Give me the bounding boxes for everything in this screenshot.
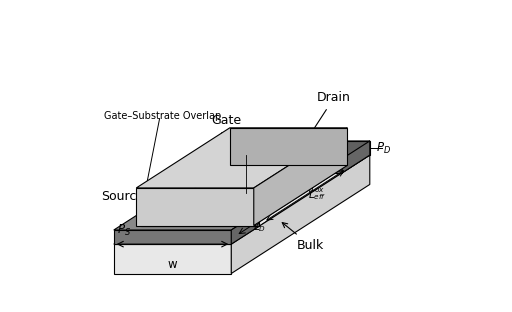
Text: $P_S$: $P_S$ — [117, 223, 131, 238]
Polygon shape — [136, 188, 254, 226]
Text: $t_{ox}$: $t_{ox}$ — [310, 181, 325, 195]
Polygon shape — [231, 212, 259, 244]
Text: Drain: Drain — [305, 91, 351, 143]
Polygon shape — [141, 212, 259, 226]
Text: Bulk: Bulk — [282, 222, 324, 251]
Text: w: w — [168, 258, 177, 271]
Polygon shape — [342, 141, 370, 173]
Polygon shape — [114, 244, 231, 274]
Polygon shape — [114, 155, 370, 244]
Polygon shape — [230, 128, 347, 165]
Polygon shape — [254, 128, 347, 226]
Polygon shape — [252, 141, 370, 155]
Text: $P_D$: $P_D$ — [376, 140, 391, 156]
Polygon shape — [114, 212, 259, 230]
Text: Gate–Substrate Overlap: Gate–Substrate Overlap — [104, 111, 222, 121]
Polygon shape — [225, 159, 342, 173]
Text: $L_D$: $L_D$ — [253, 220, 266, 234]
Polygon shape — [141, 169, 342, 222]
Text: Source: Source — [101, 190, 159, 219]
Polygon shape — [225, 141, 370, 159]
Text: Gate: Gate — [211, 114, 241, 154]
Polygon shape — [342, 141, 370, 173]
Polygon shape — [114, 230, 231, 244]
Text: $L_{eff}$: $L_{eff}$ — [308, 188, 327, 202]
Polygon shape — [231, 155, 370, 274]
Polygon shape — [136, 128, 347, 188]
